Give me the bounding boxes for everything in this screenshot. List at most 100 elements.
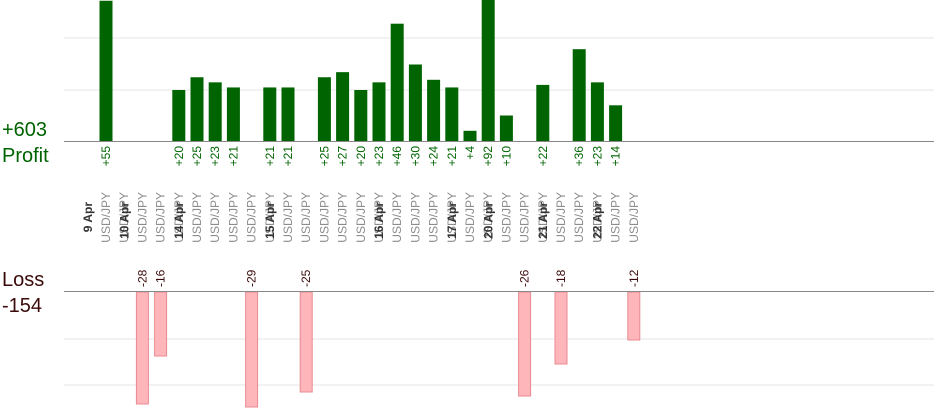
- loss-value-label: -25: [299, 269, 313, 287]
- profit-bar: [372, 82, 386, 141]
- pair-label: USD/JPY: [117, 192, 131, 243]
- loss-bar: [554, 291, 568, 365]
- pair-label: USD/JPY: [245, 192, 259, 243]
- pair-label: USD/JPY: [463, 192, 477, 243]
- profit-value-label: +20: [354, 146, 368, 167]
- date-label: 10 Apr: [117, 202, 131, 239]
- pair-label: USD/JPY: [445, 192, 459, 243]
- date-label: 16 Apr: [372, 202, 386, 239]
- profit-value-label: +21: [281, 146, 295, 167]
- profit-value-label: +23: [208, 146, 222, 167]
- pair-label: USD/JPY: [590, 192, 604, 243]
- loss-value-label: -29: [245, 269, 259, 287]
- pair-label: USD/JPY: [408, 192, 422, 243]
- axis-lines: [64, 141, 934, 292]
- pair-label: USD/JPY: [609, 192, 623, 243]
- pair-label: USD/JPY: [536, 192, 550, 243]
- loss-bar: [154, 291, 168, 357]
- profit-bar: [445, 87, 459, 141]
- date-label: 15 Apr: [263, 202, 277, 239]
- profit-value-label: +21: [445, 146, 459, 167]
- profit-value-label: +4: [463, 146, 477, 160]
- pair-label: USD/JPY: [299, 192, 313, 243]
- profit-label: Profit: [2, 145, 49, 167]
- pair-label: USD/JPY: [226, 192, 240, 243]
- pair-label: USD/JPY: [263, 192, 277, 243]
- profit-bar: [99, 0, 113, 141]
- profit-value-label: +20: [172, 146, 186, 167]
- profit-bar: [263, 87, 277, 141]
- profit-value-label: +21: [263, 146, 277, 167]
- pair-label: USD/JPY: [499, 192, 513, 243]
- profit-bar: [590, 82, 604, 141]
- profit-value-label: +46: [390, 146, 404, 167]
- loss-value-label: -26: [518, 269, 532, 287]
- profit-bar: [463, 130, 477, 141]
- date-label: 14 Apr: [172, 202, 186, 239]
- profit-bar: [226, 87, 240, 141]
- profit-value-label: +30: [408, 146, 422, 167]
- pair-label: USD/JPY: [317, 192, 331, 243]
- pair-label: USD/JPY: [481, 192, 495, 243]
- profit-value-label: +25: [317, 146, 331, 167]
- pair-label: USD/JPY: [372, 192, 386, 243]
- profit-bar: [354, 90, 368, 141]
- pair-label: USD/JPY: [427, 192, 441, 243]
- pair-label: USD/JPY: [135, 192, 149, 243]
- loss-bar: [135, 291, 149, 405]
- pair-label: USD/JPY: [390, 192, 404, 243]
- profit-value-label: +23: [590, 146, 604, 167]
- profit-value-label: +36: [572, 146, 586, 167]
- profit-bar: [390, 23, 404, 142]
- loss-bar: [627, 291, 641, 341]
- pair-label: USD/JPY: [281, 192, 295, 243]
- loss-bar: [245, 291, 259, 408]
- profit-value-label: +22: [536, 146, 550, 167]
- profit-bar: [408, 64, 422, 141]
- profit-bar: [172, 90, 186, 141]
- profit-bar: [481, 0, 495, 141]
- loss-label: Loss: [2, 269, 45, 291]
- profit-value-label: +27: [336, 146, 350, 167]
- date-label: 9 Apr: [81, 202, 95, 233]
- profit-bar: [572, 49, 586, 142]
- profit-value-label: +10: [499, 146, 513, 167]
- profit-value-label: +25: [190, 146, 204, 167]
- pair-label: USD/JPY: [518, 192, 532, 243]
- loss-value-label: -18: [554, 269, 568, 287]
- profit-bar: [190, 77, 204, 141]
- pair-label: USD/JPY: [627, 192, 641, 243]
- pair-label: USD/JPY: [554, 192, 568, 243]
- pair-label: USD/JPY: [572, 192, 586, 243]
- loss-total: -154: [2, 295, 43, 317]
- pair-label: USD/JPY: [208, 192, 222, 243]
- profit-bar: [499, 115, 513, 141]
- profit-bars: [99, 0, 623, 142]
- pair-label: USD/JPY: [99, 192, 113, 243]
- profit-value-label: +23: [372, 146, 386, 167]
- pair-label: USD/JPY: [190, 192, 204, 243]
- pair-label: USD/JPY: [172, 192, 186, 243]
- loss-bars: [135, 291, 641, 408]
- pair-label: USD/JPY: [336, 192, 350, 243]
- date-label: 22 Apr: [591, 202, 605, 239]
- loss-value-label: -16: [154, 269, 168, 287]
- profit-value-label: +92: [481, 146, 495, 167]
- loss-bar: [518, 291, 532, 397]
- profit-value-label: +21: [226, 146, 240, 167]
- pair-label: USD/JPY: [154, 192, 168, 243]
- profit-bar: [427, 79, 441, 141]
- loss-value-label: -28: [135, 269, 149, 287]
- date-label: 21 Apr: [536, 202, 550, 239]
- date-label: 17 Apr: [445, 202, 459, 239]
- profit-bar: [208, 82, 222, 141]
- loss-value-label: -12: [627, 269, 641, 287]
- profit-value-label: +55: [99, 146, 113, 167]
- profit-bar: [536, 84, 550, 141]
- profit-value-label: +24: [427, 146, 441, 167]
- profit-total: +603: [2, 119, 48, 141]
- date-label: 20 Apr: [481, 202, 495, 239]
- profit-bar: [317, 77, 331, 141]
